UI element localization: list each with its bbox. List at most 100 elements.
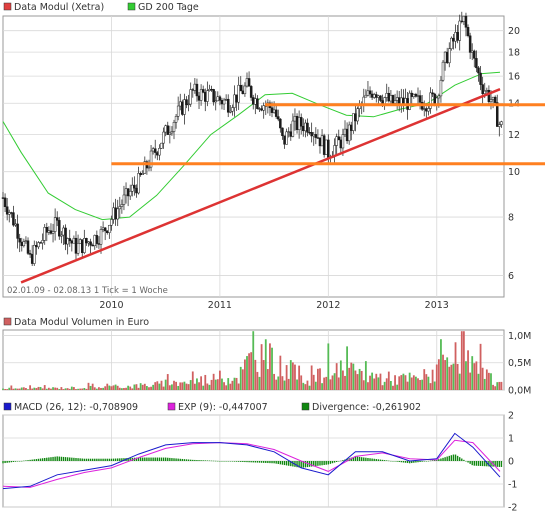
divergence-bar — [275, 461, 277, 464]
divergence-bar — [338, 461, 340, 462]
divergence-bar — [408, 461, 411, 464]
price-candle — [460, 20, 464, 23]
price-candle — [368, 90, 372, 95]
divergence-bar — [413, 461, 415, 463]
divergence-bar — [446, 456, 448, 461]
volume-bar — [333, 373, 336, 390]
price-candle — [41, 240, 44, 244]
divergence-bar — [477, 461, 480, 466]
price-candle — [158, 148, 161, 156]
divergence-bar — [69, 457, 71, 461]
volume-bar — [168, 385, 171, 390]
price-candle — [322, 135, 326, 155]
price-candle — [28, 253, 32, 255]
divergence-bar — [102, 458, 104, 461]
price-legend-swatch — [3, 2, 12, 11]
price-candle — [62, 227, 65, 236]
price-candle — [78, 239, 82, 244]
divergence-bar — [277, 461, 279, 465]
price-candle — [229, 110, 232, 113]
volume-bar — [350, 362, 353, 390]
price-candle — [416, 95, 420, 97]
volume-bar — [383, 381, 386, 390]
volume-bar — [488, 372, 490, 390]
divergence-bar — [423, 461, 425, 462]
volume-bar — [298, 365, 301, 390]
volume-bar — [152, 384, 155, 390]
divergence-bar — [358, 456, 361, 461]
price-candle — [239, 84, 242, 92]
price-candle — [412, 94, 416, 97]
divergence-bar — [137, 457, 140, 461]
price-candle — [55, 217, 59, 221]
divergence-bar — [479, 461, 482, 466]
price-candle — [131, 184, 134, 192]
volume-bar — [237, 383, 240, 390]
volume-bar — [429, 383, 432, 390]
volume-bar — [389, 380, 392, 390]
price-candle — [93, 235, 97, 246]
volume-bar — [120, 388, 123, 390]
price-candle — [164, 125, 167, 133]
price-candle — [199, 89, 203, 101]
volume-bar — [64, 388, 67, 390]
divergence-bar — [400, 461, 403, 463]
divergence-bar — [146, 457, 148, 461]
price-candle — [176, 105, 180, 117]
divergence-bar — [290, 461, 292, 467]
volume-bar — [125, 387, 127, 390]
divergence-bar — [135, 457, 138, 461]
price-candle — [26, 240, 30, 254]
price-candle — [320, 135, 324, 147]
price-candle — [293, 116, 297, 122]
divergence-bar — [300, 461, 302, 468]
divergence-bar — [8, 461, 10, 463]
volume-bar — [490, 373, 492, 390]
divergence-bar — [35, 459, 38, 461]
volume-bar — [435, 364, 438, 390]
divergence-bar — [12, 461, 15, 462]
volume-bar — [316, 368, 319, 390]
trend-annotations — [20, 88, 545, 284]
macd-y-axis: -2 -1 0 1 2 — [508, 411, 517, 514]
volume-bar — [83, 387, 86, 390]
volume-bar — [264, 339, 267, 390]
price-candle — [151, 148, 155, 152]
volume-bar — [10, 385, 13, 390]
price-candle — [279, 118, 282, 129]
price-candle — [12, 212, 15, 226]
divergence-bar — [77, 458, 79, 461]
divergence-bar — [363, 457, 365, 461]
volume-bar — [381, 385, 384, 390]
divergence-bar — [285, 461, 288, 466]
price-candle — [491, 96, 495, 100]
price-y-tick-label: 16 — [508, 72, 520, 83]
volume-bar — [294, 364, 296, 390]
volume-bar — [104, 386, 107, 390]
volume-bar — [310, 365, 313, 390]
volume-bar — [448, 366, 451, 390]
price-candle — [489, 99, 493, 103]
price-candle — [160, 142, 163, 149]
divergence-bar — [225, 461, 227, 462]
volume-bar — [275, 379, 278, 390]
volume-bar — [208, 384, 211, 390]
divergence-bar — [258, 461, 261, 463]
price-candle — [20, 241, 24, 247]
volume-bar — [306, 380, 309, 390]
volume-bar — [239, 366, 242, 390]
volume-bar — [41, 388, 44, 390]
divergence-bar — [44, 457, 46, 461]
volume-bar — [454, 342, 457, 390]
volume-bar — [494, 386, 497, 390]
price-candle — [179, 101, 182, 107]
price-candle — [18, 238, 21, 243]
price-candle — [256, 98, 259, 109]
volume-bar — [314, 381, 317, 390]
divergence-bar — [498, 461, 501, 467]
volume-bar — [462, 331, 465, 390]
volume-bar — [279, 355, 282, 390]
price-candle — [170, 131, 174, 134]
volume-bar — [173, 380, 175, 390]
price-candle — [197, 95, 201, 101]
